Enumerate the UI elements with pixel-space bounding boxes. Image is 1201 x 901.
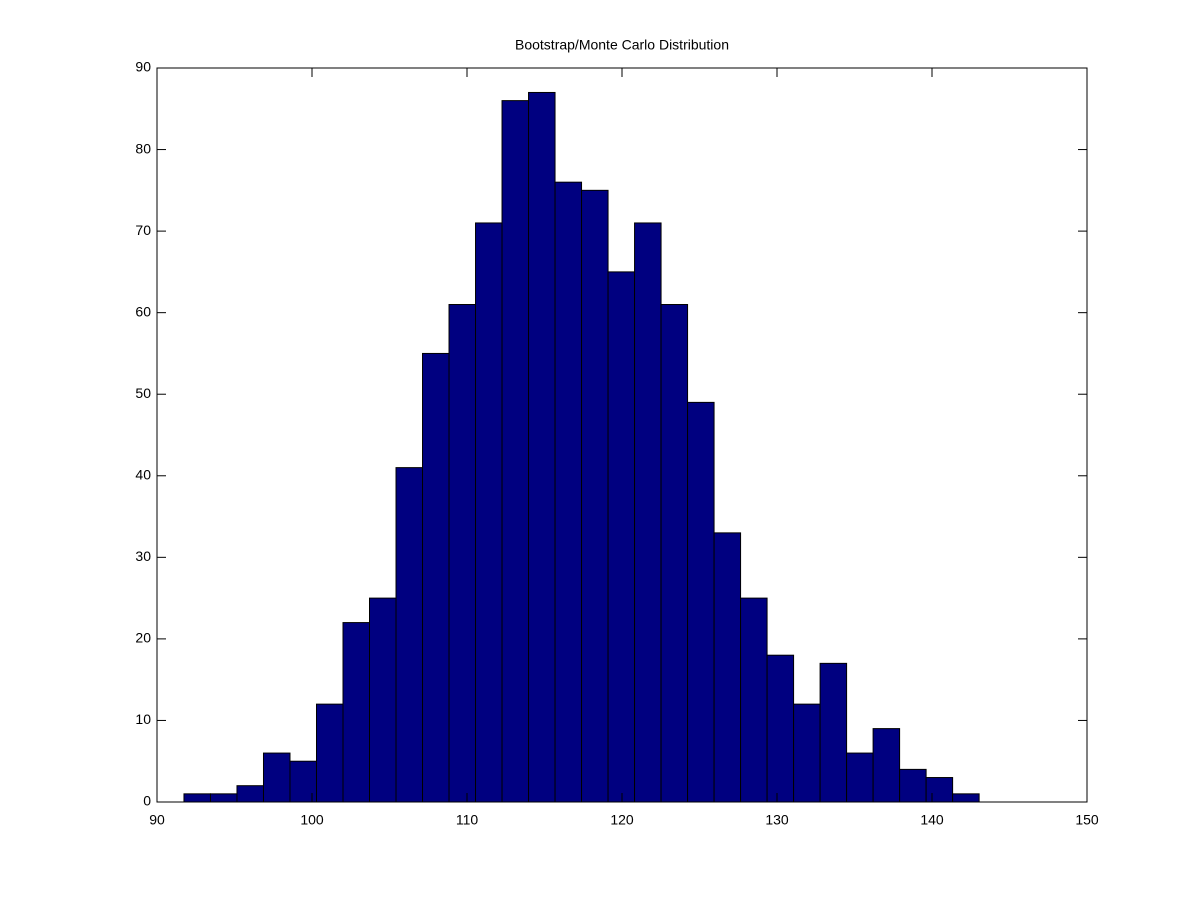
chart-title: Bootstrap/Monte Carlo Distribution (515, 37, 729, 53)
bar (448, 304, 477, 803)
bar (607, 271, 636, 803)
bar (740, 597, 768, 803)
bar (952, 793, 980, 803)
bar (183, 793, 211, 803)
bar (899, 768, 927, 803)
bar (634, 222, 662, 803)
bar (422, 352, 450, 803)
y-tick-label: 80 (135, 140, 151, 156)
bar (846, 752, 874, 803)
y-tick-label: 10 (135, 711, 151, 727)
bar (528, 91, 556, 803)
bar (262, 752, 291, 803)
bar (475, 222, 503, 803)
bar (369, 597, 397, 803)
y-tick-label: 70 (135, 222, 151, 238)
y-tick-label: 60 (135, 303, 151, 319)
x-tick-label: 110 (456, 812, 479, 828)
x-tick-label: 150 (1075, 812, 1099, 828)
x-tick-label: 90 (149, 812, 165, 828)
bar (581, 189, 609, 803)
bar (793, 703, 821, 803)
bar (501, 100, 530, 803)
y-tick-label: 50 (135, 385, 151, 401)
bar (687, 401, 715, 803)
bar (236, 785, 264, 803)
bar (315, 703, 344, 803)
x-tick-label: 140 (920, 812, 944, 828)
bar (872, 728, 901, 803)
bar (209, 793, 238, 803)
bar (925, 777, 954, 803)
x-tick-label: 130 (765, 812, 789, 828)
x-tick-label: 100 (300, 812, 324, 828)
y-tick-label: 20 (135, 630, 151, 646)
bar (554, 181, 583, 803)
bar (766, 654, 795, 803)
bar (395, 467, 424, 803)
x-tick-label: 120 (610, 812, 634, 828)
y-tick-label: 0 (143, 793, 151, 809)
y-tick-label: 40 (135, 466, 151, 482)
bar (819, 662, 848, 803)
bar (289, 760, 317, 803)
bar (713, 532, 742, 803)
bar (660, 304, 689, 803)
y-tick-label: 90 (135, 59, 151, 75)
y-tick-label: 30 (135, 548, 151, 564)
bar (342, 622, 371, 803)
